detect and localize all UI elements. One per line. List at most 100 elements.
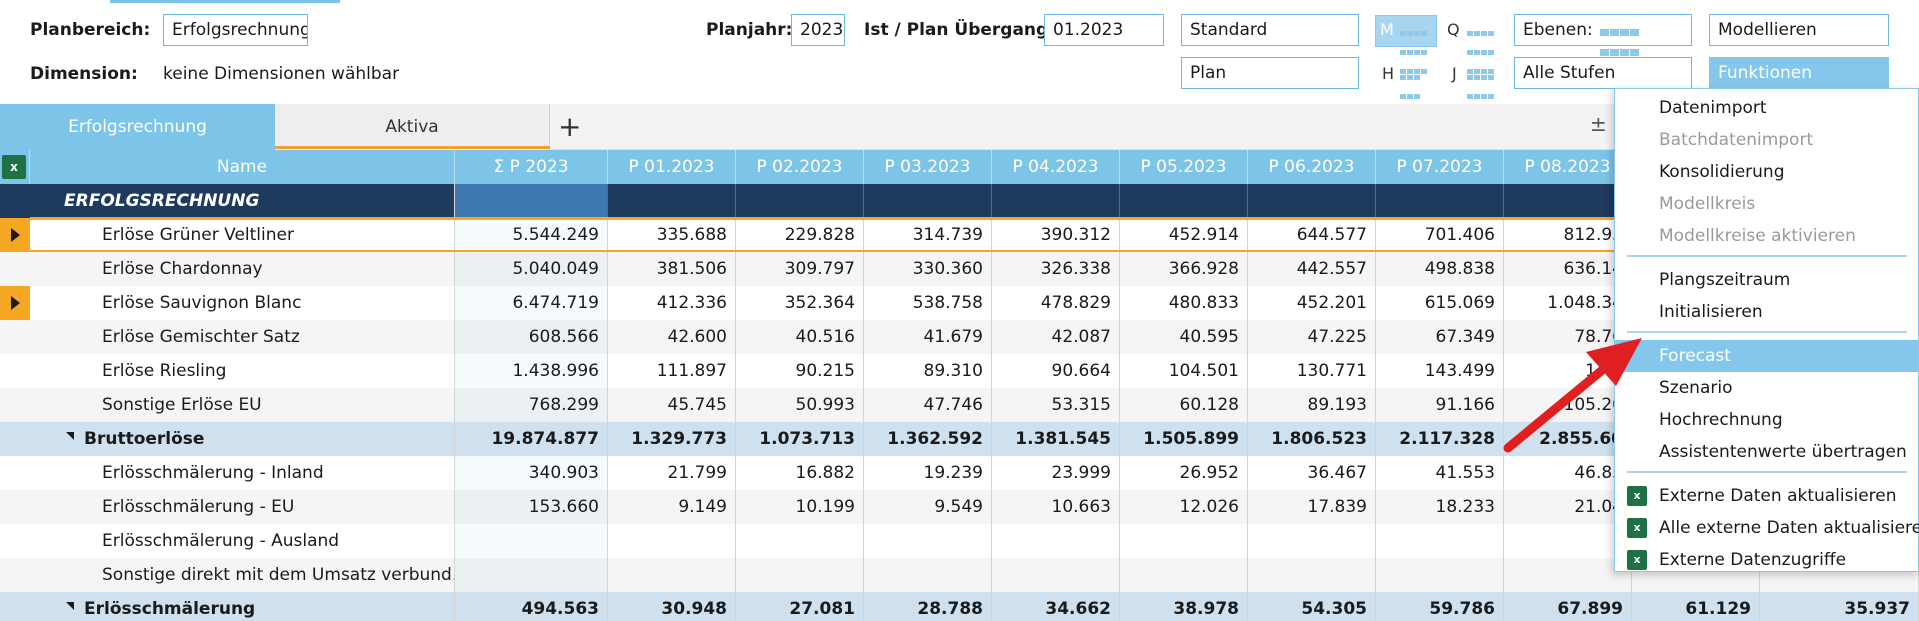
value-cell[interactable]: 326.338 — [992, 252, 1120, 286]
period-q-label[interactable]: Q — [1447, 20, 1460, 39]
value-cell[interactable]: 1.381.545 — [992, 422, 1120, 456]
value-cell[interactable] — [1248, 558, 1376, 592]
value-cell[interactable]: 452.201 — [1248, 286, 1376, 320]
modellieren-select[interactable]: Modellieren — [1709, 14, 1889, 46]
table-row[interactable]: Erlöse Grüner Veltliner 5.544.249 335.688 2… — [0, 218, 1919, 252]
value-cell[interactable] — [736, 524, 864, 558]
value-cell[interactable]: 78.76 — [1504, 320, 1632, 354]
value-cell[interactable]: 28.788 — [864, 592, 992, 621]
planbereich-select[interactable]: Erfolgsrechnung — [163, 14, 308, 46]
menu-item-hochrechnung[interactable]: Hochrechnung — [1659, 410, 1783, 430]
value-cell[interactable]: 42.600 — [608, 320, 736, 354]
planjahr-field[interactable]: 2023 — [791, 14, 845, 46]
value-cell[interactable]: 40.516 — [736, 320, 864, 354]
value-cell[interactable]: 46.85 — [1504, 456, 1632, 490]
value-cell[interactable]: 34.662 — [992, 592, 1120, 621]
value-cell[interactable] — [736, 558, 864, 592]
menu-item-alle-externe-daten[interactable]: x Alle externe Daten aktualisieren — [1615, 512, 1919, 544]
menu-item-initialisieren[interactable]: Initialisieren — [1659, 302, 1763, 322]
value-cell[interactable]: 390.312 — [992, 218, 1120, 252]
header-name[interactable]: Name — [30, 150, 455, 184]
value-cell[interactable]: 442.557 — [1248, 252, 1376, 286]
excel-header-cell[interactable]: x — [0, 150, 30, 184]
value-cell[interactable]: 50.993 — [736, 388, 864, 422]
value-cell[interactable]: 10.199 — [736, 490, 864, 524]
sum-value-cell[interactable]: 1.438.996 — [455, 354, 608, 388]
sum-value-cell[interactable]: 608.566 — [455, 320, 608, 354]
value-cell[interactable]: 23.999 — [992, 456, 1120, 490]
value-cell[interactable]: 59.786 — [1376, 592, 1504, 621]
standard-select[interactable]: Standard — [1181, 14, 1359, 46]
value-cell[interactable] — [864, 184, 992, 218]
tab-aktiva[interactable]: Aktiva — [275, 104, 550, 150]
excel-icon[interactable]: x — [2, 155, 26, 179]
period-h-label[interactable]: H — [1382, 64, 1395, 83]
value-cell[interactable] — [992, 558, 1120, 592]
period-j-label[interactable]: J — [1452, 64, 1457, 83]
value-cell[interactable]: 30.948 — [608, 592, 736, 621]
value-cell[interactable]: 19.239 — [864, 456, 992, 490]
sum-value-cell[interactable]: 5.544.249 — [455, 218, 608, 252]
value-cell[interactable]: 130.771 — [1248, 354, 1376, 388]
header-sum[interactable]: Σ P 2023 — [455, 150, 608, 184]
value-cell[interactable] — [864, 524, 992, 558]
value-cell[interactable]: 54.305 — [1248, 592, 1376, 621]
table-row[interactable]: Erlöse Sauvignon Blanc 6.474.719 412.336 35… — [0, 286, 1919, 320]
value-cell[interactable]: 61.129 — [1632, 592, 1760, 621]
value-cell[interactable]: 644.577 — [1248, 218, 1376, 252]
value-cell[interactable] — [1632, 558, 1760, 592]
menu-item-externe-daten-aktualisieren[interactable]: x Externe Daten aktualisieren — [1615, 480, 1918, 512]
value-cell[interactable] — [1376, 184, 1504, 218]
value-cell[interactable]: 309.797 — [736, 252, 864, 286]
header-p01[interactable]: P 01.2023 — [608, 150, 736, 184]
value-cell[interactable] — [1504, 184, 1632, 218]
menu-item-plangszeitraum[interactable]: Plangszeitraum — [1659, 270, 1791, 290]
value-cell[interactable]: 104.501 — [1120, 354, 1248, 388]
value-cell[interactable]: 53.315 — [992, 388, 1120, 422]
grid-quarter-icon[interactable] — [1467, 22, 1495, 79]
value-cell[interactable]: 21.04 — [1504, 490, 1632, 524]
value-cell[interactable]: 1.362.592 — [864, 422, 992, 456]
row-marker-icon[interactable] — [0, 286, 30, 320]
formula-tool-icon[interactable]: ± — [1590, 112, 1607, 136]
value-cell[interactable]: 1.073.713 — [736, 422, 864, 456]
sum-value-cell[interactable]: 494.563 — [455, 592, 608, 621]
value-cell[interactable] — [1376, 524, 1504, 558]
menu-item-forecast[interactable]: Forecast — [1615, 340, 1918, 372]
table-row[interactable]: Erlöse Chardonnay 5.040.049 381.506 309.797… — [0, 252, 1919, 286]
sum-value-cell[interactable]: 768.299 — [455, 388, 608, 422]
row-marker-icon[interactable] — [0, 218, 30, 252]
value-cell[interactable] — [864, 558, 992, 592]
value-cell[interactable]: 27.081 — [736, 592, 864, 621]
value-cell[interactable]: 89.310 — [864, 354, 992, 388]
value-cell[interactable]: 480.833 — [1120, 286, 1248, 320]
value-cell[interactable] — [1120, 184, 1248, 218]
value-cell[interactable]: 36.467 — [1248, 456, 1376, 490]
menu-item-szenario[interactable]: Szenario — [1659, 378, 1733, 398]
table-row[interactable]: Sonstige direkt mit dem Umsatz verbund..… — [0, 558, 1919, 592]
value-cell[interactable]: 478.829 — [992, 286, 1120, 320]
uebergang-field[interactable]: 01.2023 — [1044, 14, 1164, 46]
value-cell[interactable]: 91.166 — [1376, 388, 1504, 422]
value-cell[interactable]: 366.928 — [1120, 252, 1248, 286]
header-p06[interactable]: P 06.2023 — [1248, 150, 1376, 184]
value-cell[interactable] — [1376, 558, 1504, 592]
header-p04[interactable]: P 04.2023 — [992, 150, 1120, 184]
value-cell[interactable]: 143.499 — [1376, 354, 1504, 388]
value-cell[interactable]: 812.95 — [1504, 218, 1632, 252]
sum-value-cell[interactable]: 340.903 — [455, 456, 608, 490]
value-cell[interactable]: 12.026 — [1120, 490, 1248, 524]
value-cell[interactable]: 18.233 — [1376, 490, 1504, 524]
sum-value-cell[interactable]: 153.660 — [455, 490, 608, 524]
value-cell[interactable]: 41.553 — [1376, 456, 1504, 490]
value-cell[interactable] — [1120, 558, 1248, 592]
header-p08[interactable]: P 08.2023 — [1504, 150, 1632, 184]
value-cell[interactable]: 42.087 — [992, 320, 1120, 354]
table-row[interactable]: Erlösschmälerung - Ausland — [0, 524, 1919, 558]
value-cell[interactable]: 90.215 — [736, 354, 864, 388]
value-cell[interactable]: 352.364 — [736, 286, 864, 320]
value-cell[interactable] — [1504, 558, 1632, 592]
value-cell[interactable]: 16.882 — [736, 456, 864, 490]
sum-value-cell[interactable]: 19.874.877 — [455, 422, 608, 456]
value-cell[interactable]: 615.069 — [1376, 286, 1504, 320]
